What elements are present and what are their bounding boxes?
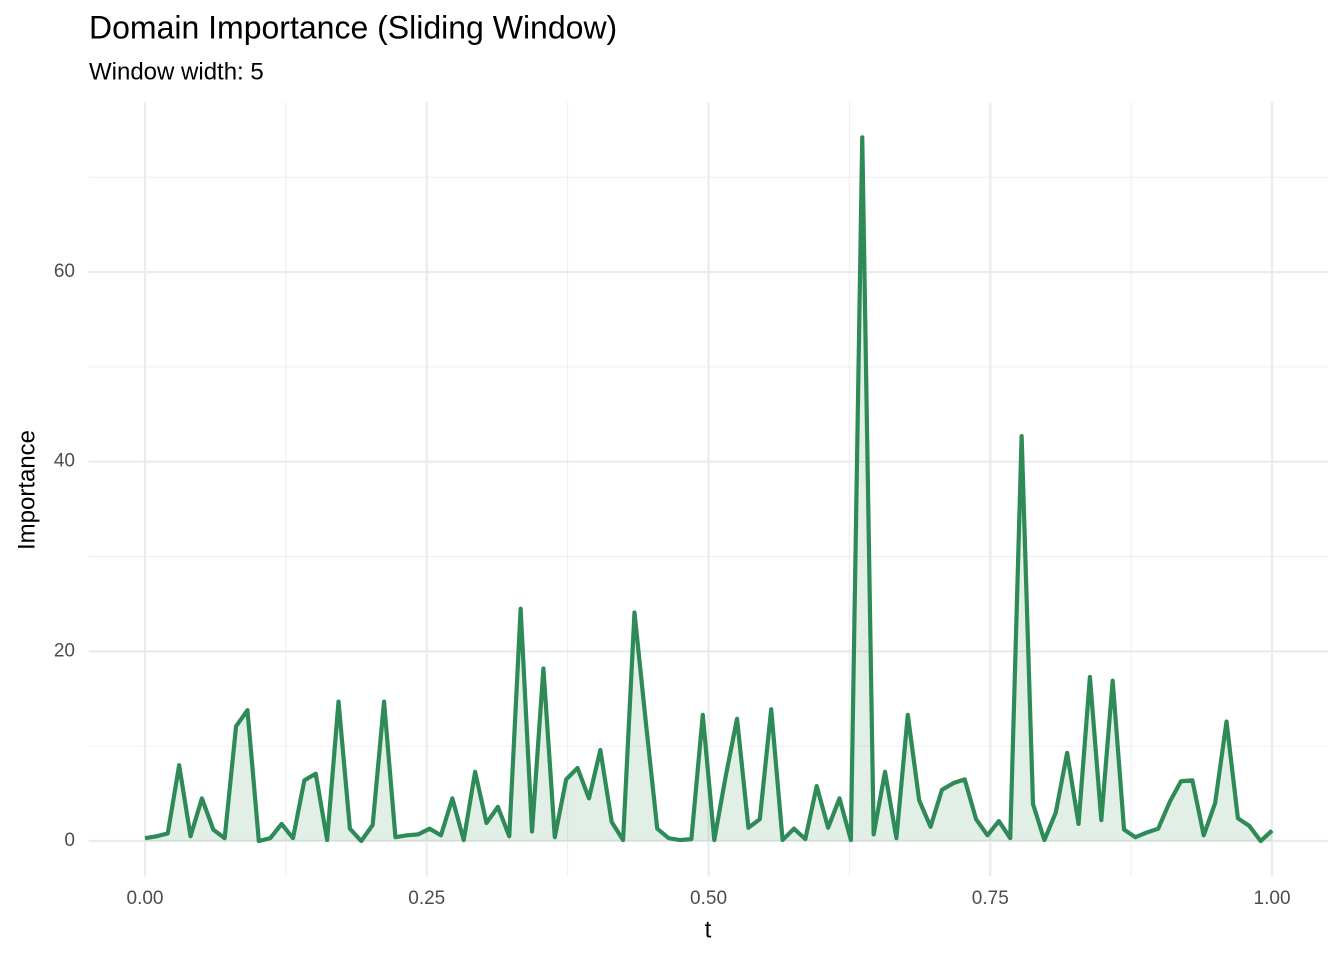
ticks: 0.00 0.25 0.50 0.75 1.00 0 20 40 60 <box>54 261 1291 909</box>
marks <box>144 135 1274 844</box>
chart-title: Domain Importance (Sliding Window) <box>89 9 617 45</box>
x-axis-title: t <box>705 916 712 943</box>
y-tick-label: 0 <box>64 830 75 851</box>
y-tick-label: 40 <box>54 451 75 472</box>
x-tick-label: 0.50 <box>690 888 727 909</box>
x-tick-label: 1.00 <box>1254 888 1291 909</box>
grid <box>88 102 1329 877</box>
line <box>144 135 1274 844</box>
y-tick-label: 60 <box>54 261 75 282</box>
y-axis-title: Importance <box>13 430 40 550</box>
x-tick-label: 0.00 <box>127 888 164 909</box>
x-tick-label: 0.75 <box>972 888 1009 909</box>
chart-subtitle: Window width: 5 <box>89 58 264 85</box>
y-tick-label: 20 <box>54 640 75 661</box>
x-tick-label: 0.25 <box>408 888 445 909</box>
